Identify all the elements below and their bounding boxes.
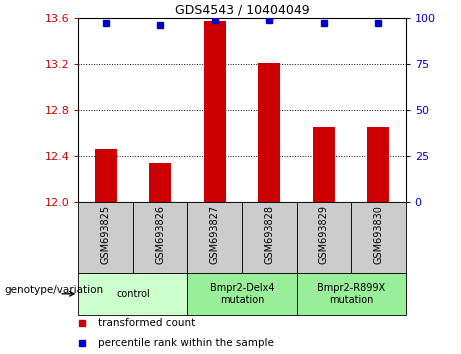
- Bar: [133, 202, 188, 273]
- Bar: [242, 202, 296, 273]
- Text: GSM693825: GSM693825: [100, 205, 111, 264]
- Text: GSM693830: GSM693830: [373, 205, 384, 264]
- Bar: [296, 202, 351, 273]
- Bar: [296, 273, 406, 315]
- Text: Bmpr2-Delx4
mutation: Bmpr2-Delx4 mutation: [210, 283, 274, 305]
- Text: transformed count: transformed count: [98, 318, 195, 328]
- Bar: [351, 202, 406, 273]
- Bar: [367, 127, 389, 202]
- Text: GSM693829: GSM693829: [319, 205, 329, 264]
- Text: control: control: [116, 289, 150, 299]
- Bar: [204, 21, 226, 202]
- Bar: [78, 273, 188, 315]
- Text: GSM693828: GSM693828: [264, 205, 274, 264]
- Text: GSM693826: GSM693826: [155, 205, 165, 264]
- Text: Bmpr2-R899X
mutation: Bmpr2-R899X mutation: [317, 283, 385, 305]
- Bar: [95, 149, 117, 202]
- Bar: [258, 63, 280, 202]
- Text: genotype/variation: genotype/variation: [5, 285, 104, 295]
- Bar: [78, 202, 133, 273]
- Bar: [149, 162, 171, 202]
- Text: GSM693827: GSM693827: [210, 205, 220, 264]
- Bar: [188, 202, 242, 273]
- Text: percentile rank within the sample: percentile rank within the sample: [98, 338, 274, 348]
- Bar: [313, 127, 335, 202]
- Bar: [188, 273, 296, 315]
- Title: GDS4543 / 10404049: GDS4543 / 10404049: [175, 4, 309, 17]
